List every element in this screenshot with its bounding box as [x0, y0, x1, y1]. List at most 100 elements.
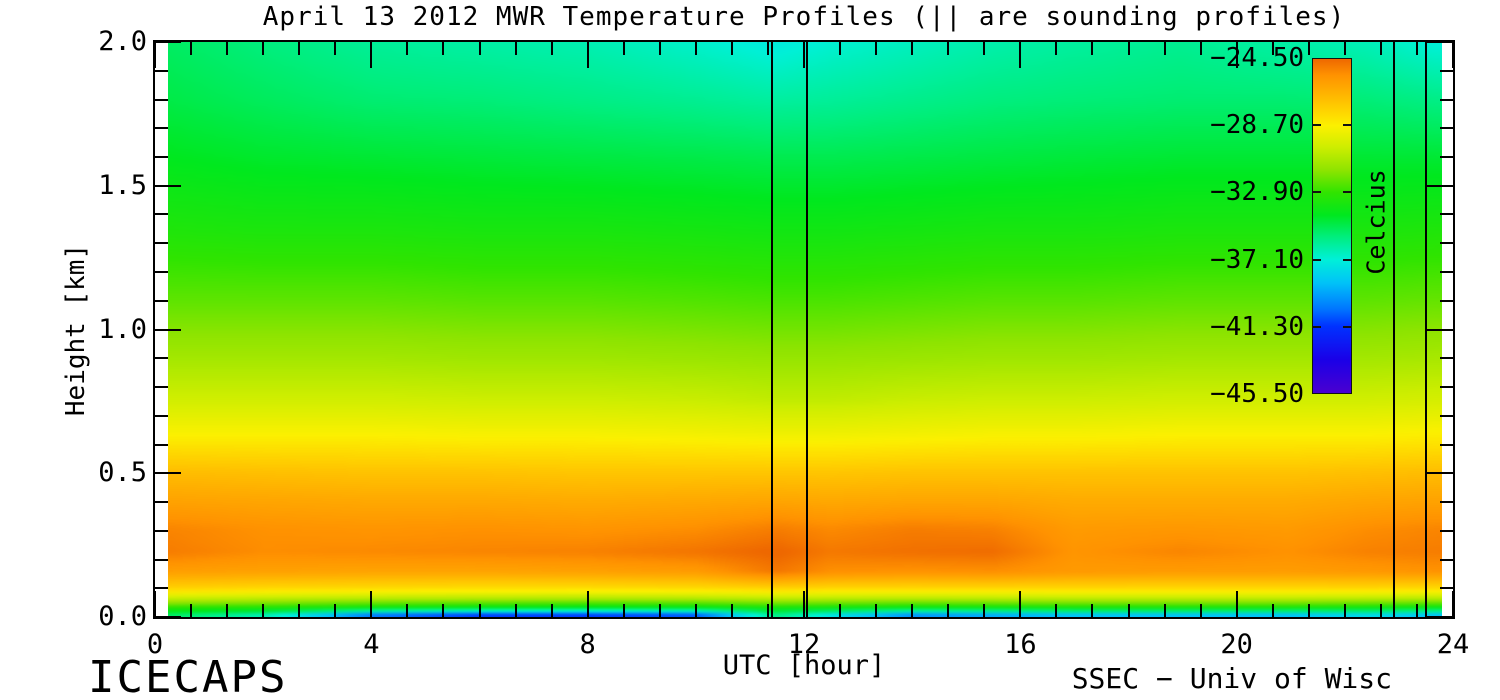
y-minor-tick [155, 99, 168, 101]
x-minor-tick-top [1128, 42, 1130, 55]
y-minor-tick-right [1440, 357, 1453, 359]
y-minor-tick-right [1440, 559, 1453, 561]
x-minor-tick-top [479, 42, 481, 55]
x-minor-tick-top [226, 42, 228, 55]
x-minor-tick [1380, 604, 1382, 617]
x-minor-tick [947, 604, 949, 617]
y-minor-tick [155, 271, 168, 273]
y-minor-tick-right [1440, 70, 1453, 72]
x-tick-label: 24 [1436, 629, 1470, 660]
x-minor-tick [911, 604, 913, 617]
y-minor-tick-right [1440, 530, 1453, 532]
x-minor-tick-top [298, 42, 300, 55]
y-tick-label: 0.0 [98, 601, 147, 632]
x-minor-tick [442, 604, 444, 617]
x-minor-tick [1091, 604, 1093, 617]
heatmap-canvas [168, 42, 1442, 617]
x-minor-tick-top [839, 42, 841, 55]
y-minor-tick [155, 156, 168, 158]
x-minor-tick-top [262, 42, 264, 55]
colorbar-title: Celcius [1361, 169, 1391, 275]
y-minor-tick [155, 559, 168, 561]
x-minor-tick-top [1200, 42, 1202, 55]
x-minor-tick [875, 604, 877, 617]
y-minor-tick-right [1440, 127, 1453, 129]
colorbar-tick-left [1312, 124, 1321, 126]
x-minor-tick [298, 604, 300, 617]
x-minor-tick [839, 604, 841, 617]
y-minor-tick-right [1440, 242, 1453, 244]
colorbar [1312, 58, 1352, 394]
ssec-credit: SSEC − Univ of Wisc [1071, 662, 1392, 695]
y-major-tick-right [1427, 472, 1453, 474]
x-minor-tick [1200, 604, 1202, 617]
y-tick-label: 0.5 [98, 457, 147, 489]
x-minor-tick-top [406, 42, 408, 55]
y-minor-tick [155, 587, 168, 589]
x-minor-tick [1055, 604, 1057, 617]
x-minor-tick [659, 604, 661, 617]
x-tick-label: 0 [146, 629, 164, 660]
colorbar-tick-label: −28.70 [1210, 110, 1304, 140]
y-minor-tick [155, 357, 168, 359]
x-minor-tick [731, 604, 733, 617]
y-major-tick [155, 185, 181, 187]
x-tick-label: 8 [579, 629, 596, 660]
x-major-tick [1019, 591, 1021, 617]
x-minor-tick-top [515, 42, 517, 55]
x-major-tick-top [803, 42, 805, 68]
colorbar-tick-right [1343, 326, 1352, 328]
x-minor-tick-top [695, 42, 697, 55]
colorbar-tick-left [1312, 191, 1321, 193]
x-minor-tick-top [875, 42, 877, 55]
y-tick-label: 2.0 [98, 26, 147, 57]
y-minor-tick-right [1440, 386, 1453, 388]
x-minor-tick-top [1380, 42, 1382, 55]
y-major-tick [155, 329, 181, 331]
sounding-line [771, 42, 773, 617]
x-minor-tick-top [623, 42, 625, 55]
x-minor-tick [479, 604, 481, 617]
x-minor-tick-top [1308, 42, 1310, 55]
x-minor-tick-top [659, 42, 661, 55]
y-axis-title: Height [km] [61, 243, 91, 417]
y-minor-tick-right [1440, 587, 1453, 589]
x-minor-tick-top [947, 42, 949, 55]
x-axis-title: UTC [hour] [722, 650, 886, 681]
x-minor-tick-top [767, 42, 769, 55]
y-minor-tick-right [1440, 501, 1453, 503]
y-major-tick-right [1427, 185, 1453, 187]
x-tick-label: 16 [1004, 629, 1037, 660]
colorbar-tick-right [1343, 191, 1352, 193]
x-minor-tick-top [551, 42, 553, 55]
colorbar-tick-left [1312, 326, 1321, 328]
x-major-tick-top [1236, 42, 1238, 68]
x-minor-tick [695, 604, 697, 617]
y-minor-tick-right [1440, 156, 1453, 158]
y-major-tick [155, 472, 181, 474]
y-minor-tick-right [1440, 444, 1453, 446]
x-major-tick [370, 591, 372, 617]
colorbar-tick-label: −45.50 [1210, 379, 1304, 409]
x-minor-tick [623, 604, 625, 617]
x-minor-tick [1416, 604, 1418, 617]
x-minor-tick-top [442, 42, 444, 55]
x-minor-tick-top [190, 42, 192, 55]
colorbar-tick-label: −41.30 [1210, 312, 1304, 342]
x-minor-tick [1308, 604, 1310, 617]
x-minor-tick [190, 604, 192, 617]
x-major-tick-top [1019, 42, 1021, 68]
colorbar-tick-label: −24.50 [1210, 43, 1304, 73]
y-tick-label: 1.5 [98, 169, 147, 201]
plot-frame [153, 40, 1455, 619]
x-major-tick-top [587, 42, 589, 68]
colorbar-tick-label: −32.90 [1210, 177, 1304, 207]
x-minor-tick [226, 604, 228, 617]
x-tick-label: 20 [1220, 629, 1253, 660]
y-minor-tick-right [1440, 300, 1453, 302]
x-minor-tick [1128, 604, 1130, 617]
x-major-tick [587, 591, 589, 617]
x-major-tick-top [370, 42, 372, 68]
x-minor-tick [515, 604, 517, 617]
y-minor-tick [155, 444, 168, 446]
